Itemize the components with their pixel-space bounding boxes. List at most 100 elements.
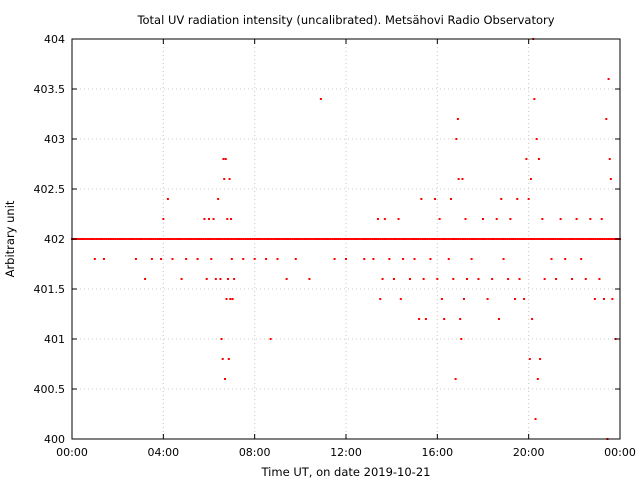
data-point <box>213 238 216 240</box>
data-point <box>238 238 241 240</box>
data-point <box>575 238 578 240</box>
data-point <box>362 238 365 240</box>
data-point <box>470 238 473 240</box>
data-point <box>506 238 509 240</box>
data-point <box>286 238 289 240</box>
data-point <box>436 278 439 280</box>
data-point <box>284 238 287 240</box>
data-point <box>223 178 226 180</box>
data-point <box>599 238 602 240</box>
data-point <box>224 158 227 160</box>
data-point <box>508 238 511 240</box>
data-point <box>228 238 231 240</box>
data-point <box>212 218 215 220</box>
data-point <box>215 238 218 240</box>
data-point <box>482 238 484 240</box>
data-point <box>523 298 526 300</box>
data-point <box>542 238 545 240</box>
data-point <box>297 238 300 240</box>
data-point <box>231 298 234 300</box>
data-point <box>559 218 562 220</box>
data-point <box>263 238 266 240</box>
data-point <box>533 98 536 100</box>
data-point <box>543 278 546 280</box>
data-point <box>544 238 547 240</box>
data-point <box>584 238 587 240</box>
data-point <box>137 238 140 240</box>
data-point <box>558 238 561 240</box>
data-point <box>352 238 355 240</box>
data-point <box>411 238 414 240</box>
data-point <box>116 238 119 240</box>
data-point <box>230 238 233 240</box>
data-point <box>276 238 279 240</box>
data-point <box>160 258 163 260</box>
data-point <box>289 238 292 240</box>
data-point <box>598 278 601 280</box>
data-point <box>192 238 195 240</box>
data-point <box>419 238 422 240</box>
data-point <box>540 238 543 240</box>
x-tick-label: 00:00 <box>56 446 88 459</box>
data-point <box>325 238 328 240</box>
data-point <box>605 118 608 120</box>
data-point <box>556 238 559 240</box>
data-point <box>434 238 437 240</box>
data-point <box>409 238 412 240</box>
data-point <box>554 238 557 240</box>
data-point <box>440 238 443 240</box>
data-point <box>520 238 523 240</box>
data-point <box>369 238 372 240</box>
data-point <box>180 278 183 280</box>
data-point <box>579 238 582 240</box>
data-point <box>93 258 96 260</box>
data-point <box>608 158 611 160</box>
data-point <box>600 218 603 220</box>
data-point <box>118 238 121 240</box>
data-point <box>584 278 587 280</box>
data-point <box>462 238 465 240</box>
data-point <box>464 238 467 240</box>
data-point <box>217 238 220 240</box>
data-point <box>229 298 232 300</box>
data-point <box>312 238 315 240</box>
data-point <box>550 238 553 240</box>
data-point <box>128 238 131 240</box>
data-point <box>428 238 431 240</box>
data-point <box>580 238 583 240</box>
data-point <box>452 278 455 280</box>
data-point <box>179 238 182 240</box>
data-point <box>185 238 188 240</box>
data-point <box>609 238 612 240</box>
data-point <box>103 238 106 240</box>
data-point <box>247 238 250 240</box>
data-point <box>592 238 595 240</box>
data-point <box>451 238 454 240</box>
data-point <box>202 238 205 240</box>
data-point <box>577 238 580 240</box>
x-tick-label: 12:00 <box>330 446 362 459</box>
data-point <box>265 238 268 240</box>
data-point <box>459 238 462 240</box>
data-point <box>133 238 136 240</box>
data-point <box>221 358 224 360</box>
data-point <box>222 158 225 160</box>
data-point <box>422 278 425 280</box>
data-point <box>482 218 484 220</box>
data-point <box>337 238 340 240</box>
data-point <box>497 318 500 320</box>
data-point <box>305 238 308 240</box>
data-point <box>468 238 471 240</box>
data-point <box>539 238 542 240</box>
data-point <box>529 178 532 180</box>
data-point <box>110 238 113 240</box>
data-point <box>211 238 214 240</box>
data-point <box>363 258 366 260</box>
data-point <box>220 338 223 340</box>
data-point <box>537 238 540 240</box>
data-point <box>564 258 567 260</box>
data-point <box>320 238 323 240</box>
data-point <box>97 238 100 240</box>
x-tick-label: 16:00 <box>421 446 453 459</box>
data-point <box>420 198 423 200</box>
